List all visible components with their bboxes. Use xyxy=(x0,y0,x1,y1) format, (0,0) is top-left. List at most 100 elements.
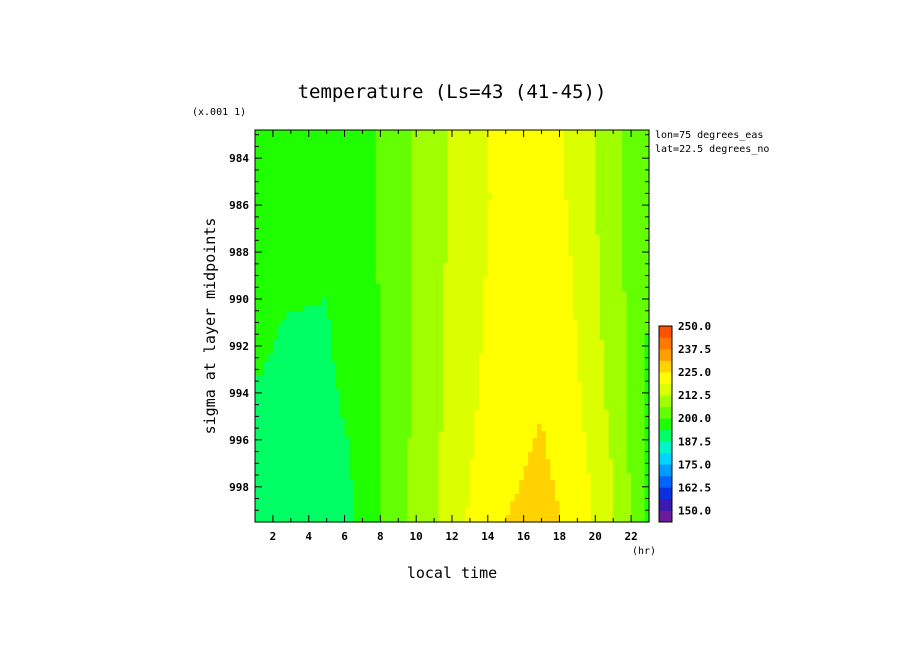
heatmap-cell xyxy=(362,200,368,208)
heatmap-cell xyxy=(550,431,556,439)
heatmap-cell xyxy=(613,382,619,390)
heatmap-cell xyxy=(474,165,480,173)
heatmap-cell xyxy=(568,263,574,271)
heatmap-cell xyxy=(393,158,399,166)
heatmap-cell xyxy=(631,459,637,467)
heatmap-cell xyxy=(366,305,373,313)
heatmap-cell xyxy=(519,431,525,439)
heatmap-cell xyxy=(313,431,319,439)
heatmap-cell xyxy=(322,277,328,285)
heatmap-cell xyxy=(389,193,395,201)
heatmap-cell xyxy=(452,396,458,404)
heatmap-cell xyxy=(349,389,355,397)
heatmap-cell xyxy=(447,326,453,334)
heatmap-cell xyxy=(501,235,507,243)
heatmap-cell xyxy=(268,151,274,159)
heatmap-cell xyxy=(452,235,458,243)
heatmap-cell xyxy=(340,235,346,243)
heatmap-cell xyxy=(541,130,547,138)
heatmap-cell xyxy=(460,137,467,145)
heatmap-cell xyxy=(644,417,650,425)
heatmap-cell xyxy=(272,137,278,145)
heatmap-cell xyxy=(344,284,350,292)
heatmap-cell xyxy=(398,494,404,502)
heatmap-cell xyxy=(425,200,431,208)
heatmap-cell xyxy=(340,382,346,390)
heatmap-cell xyxy=(590,487,596,495)
heatmap-cell xyxy=(581,396,587,404)
heatmap-cell xyxy=(644,130,650,138)
heatmap-cell xyxy=(362,193,368,201)
heatmap-cell xyxy=(389,375,395,383)
heatmap-cell xyxy=(608,375,614,383)
heatmap-cell xyxy=(483,347,489,355)
heatmap-cell xyxy=(586,214,592,222)
heatmap-cell xyxy=(550,305,556,313)
heatmap-cell xyxy=(622,298,628,306)
heatmap-cell xyxy=(277,249,283,257)
heatmap-cell xyxy=(586,137,592,145)
heatmap-cell xyxy=(644,410,650,418)
heatmap-cell xyxy=(492,256,498,264)
heatmap-cell xyxy=(277,242,283,250)
heatmap-cell xyxy=(277,375,283,383)
heatmap-cell xyxy=(523,487,529,495)
heatmap-cell xyxy=(523,200,529,208)
heatmap-cell xyxy=(263,396,270,404)
heatmap-cell xyxy=(268,326,274,334)
heatmap-cell xyxy=(541,270,547,278)
heatmap-cell xyxy=(465,326,471,334)
heatmap-cell xyxy=(483,179,489,187)
heatmap-cell xyxy=(599,165,605,173)
heatmap-cell xyxy=(460,214,467,222)
heatmap-cell xyxy=(281,494,287,502)
heatmap-cell xyxy=(366,459,373,467)
heatmap-cell xyxy=(443,263,449,271)
heatmap-cell xyxy=(389,487,395,495)
heatmap-cell xyxy=(420,368,426,376)
heatmap-cell xyxy=(281,256,287,264)
heatmap-cell xyxy=(577,340,583,348)
heatmap-cell xyxy=(281,130,287,138)
heatmap-cell xyxy=(523,515,529,523)
heatmap-cell xyxy=(447,284,453,292)
heatmap-cell xyxy=(622,410,628,418)
heatmap-cell xyxy=(514,487,520,495)
heatmap-cell xyxy=(519,452,525,460)
heatmap-cell xyxy=(299,340,305,348)
heatmap-cell xyxy=(371,228,377,236)
heatmap-cell xyxy=(514,144,520,152)
heatmap-cell xyxy=(380,179,386,187)
heatmap-cell xyxy=(483,263,489,271)
heatmap-cell xyxy=(349,368,355,376)
heatmap-cell xyxy=(335,221,341,229)
heatmap-cell xyxy=(281,263,287,271)
heatmap-cell xyxy=(281,312,287,320)
heatmap-cell xyxy=(523,228,529,236)
heatmap-cell xyxy=(443,137,449,145)
heatmap-cell xyxy=(308,172,314,180)
heatmap-cell xyxy=(313,263,319,271)
heatmap-cell xyxy=(344,151,350,159)
heatmap-cell xyxy=(613,494,619,502)
heatmap-cell xyxy=(384,480,390,488)
heatmap-cell xyxy=(304,312,310,320)
heatmap-cell xyxy=(510,333,516,341)
heatmap-cell xyxy=(353,158,359,166)
heatmap-cell xyxy=(505,417,511,425)
heatmap-cell xyxy=(492,151,498,159)
heatmap-cell xyxy=(496,165,502,173)
heatmap-cell xyxy=(465,186,471,194)
heatmap-cell xyxy=(501,473,507,481)
heatmap-cell xyxy=(425,480,431,488)
heatmap-cell xyxy=(617,200,623,208)
heatmap-cell xyxy=(420,424,426,432)
heatmap-cell xyxy=(393,487,399,495)
heatmap-cell xyxy=(438,424,444,432)
heatmap-cell xyxy=(362,396,368,404)
heatmap-cell xyxy=(411,340,417,348)
heatmap-cell xyxy=(420,214,426,222)
heatmap-cell xyxy=(434,137,440,145)
heatmap-cell xyxy=(501,242,507,250)
heatmap-cell xyxy=(532,354,538,362)
